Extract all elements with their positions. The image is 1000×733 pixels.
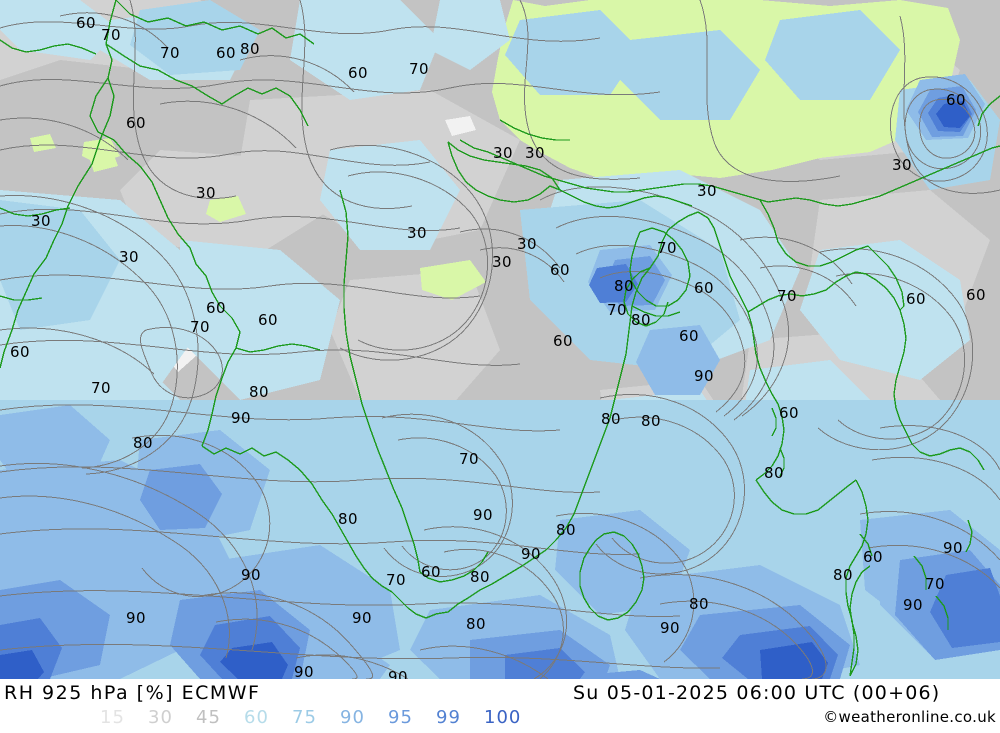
legend-value[interactable]: 30 <box>148 707 173 728</box>
legend-value[interactable]: 75 <box>292 707 317 728</box>
rh-925-map-canvas[interactable]: 60 70 70 60 80 60 70 60 30 30 60 30 30 30 30 30 30 30 30 70… <box>0 0 1000 679</box>
copyright-credit: ©weatheronline.co.uk <box>823 708 996 726</box>
legend-value[interactable]: 99 <box>436 707 461 728</box>
rh-field-svg <box>0 0 1000 679</box>
map-footer: RH 925 hPa [%] ECMWF Su 05-01-2025 06:00… <box>0 679 1000 733</box>
borders-and-coastlines <box>0 0 1000 677</box>
map-title: RH 925 hPa [%] ECMWF <box>4 682 261 704</box>
field-band-100 <box>0 101 970 679</box>
color-scale-legend[interactable]: 15 30 45 60 75 90 95 99 100 <box>100 707 532 728</box>
legend-value[interactable]: 100 <box>484 707 522 728</box>
legend-value[interactable]: 90 <box>340 707 365 728</box>
legend-value[interactable]: 45 <box>196 707 221 728</box>
legend-value[interactable]: 95 <box>388 707 413 728</box>
legend-value[interactable]: 15 <box>100 707 125 728</box>
legend-value[interactable]: 60 <box>244 707 269 728</box>
map-valid-time: Su 05-01-2025 06:00 UTC (00+06) <box>573 682 941 704</box>
contour-lines <box>0 0 1000 679</box>
